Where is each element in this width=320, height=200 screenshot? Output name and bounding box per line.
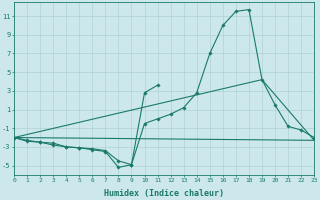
X-axis label: Humidex (Indice chaleur): Humidex (Indice chaleur) <box>104 189 224 198</box>
